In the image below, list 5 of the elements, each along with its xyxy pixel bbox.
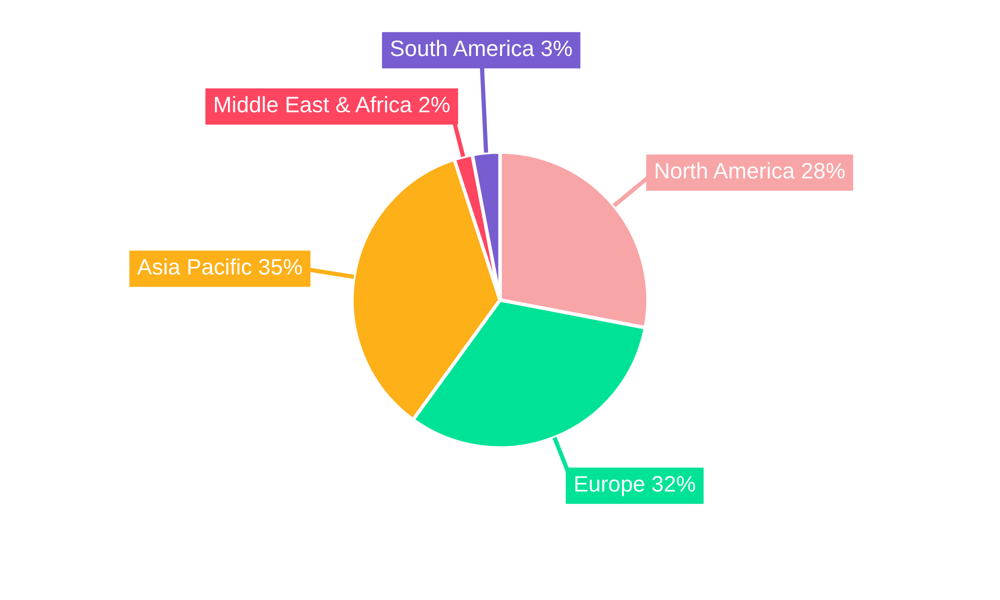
- slice-label: Asia Pacific 35%: [137, 258, 302, 275]
- slice-label: South America 3%: [390, 40, 572, 56]
- slice-label: North America 28%: [656, 162, 845, 179]
- slice-label: Middle East & Africa 2%: [214, 96, 450, 112]
- slice-label: Europe 32%: [575, 476, 696, 496]
